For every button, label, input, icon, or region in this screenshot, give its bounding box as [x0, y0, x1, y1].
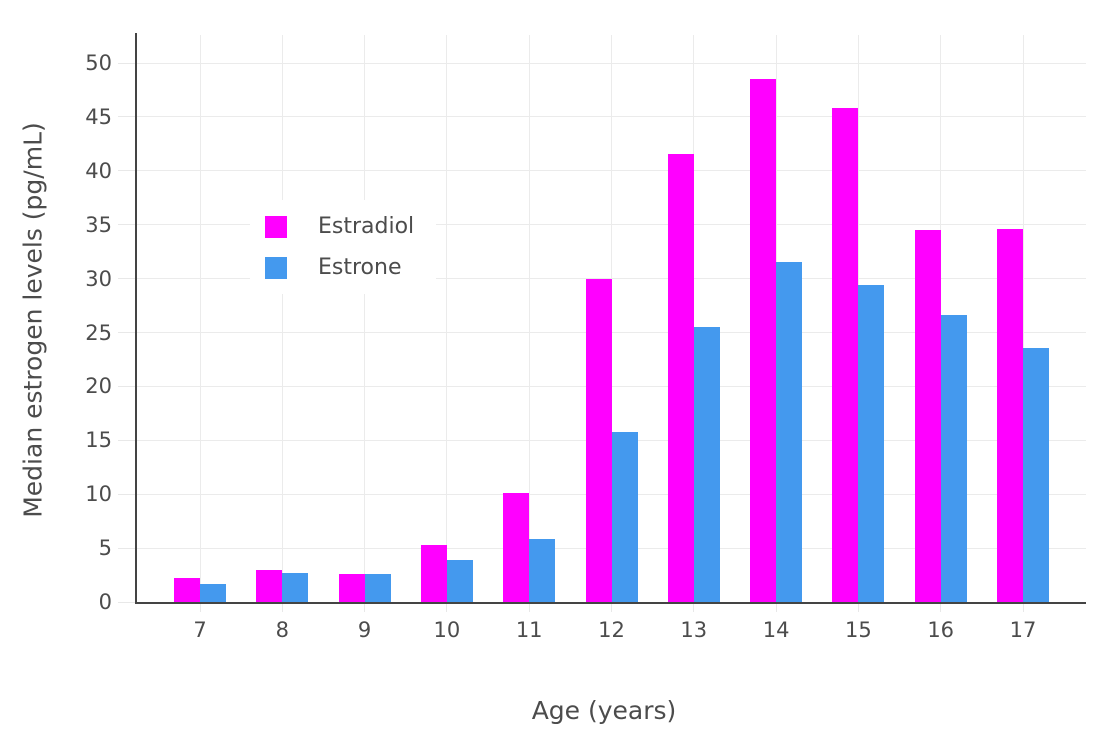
- y-tick-mark: [118, 547, 137, 549]
- x-tick-mark: [611, 604, 612, 612]
- x-tick-label: 7: [193, 618, 207, 642]
- y-tick-mark: [118, 385, 137, 387]
- bar-estrone-age-9[interactable]: [364, 573, 391, 602]
- y-tick-mark: [118, 439, 137, 441]
- y-tick-mark: [118, 170, 137, 172]
- bar-estrone-age-13[interactable]: [693, 327, 720, 602]
- x-tick-label: 10: [433, 618, 461, 642]
- x-tick-mark: [528, 604, 530, 612]
- y-tick-mark: [118, 278, 137, 280]
- bar-estrone-age-14[interactable]: [776, 262, 803, 602]
- x-tick-label: 15: [845, 618, 872, 642]
- y-tick-label: 35: [85, 212, 112, 237]
- bar-estradiol-age-13[interactable]: [667, 153, 694, 602]
- x-axis-title: Age (years): [531, 696, 677, 725]
- y-tick-label: 5: [98, 536, 112, 561]
- x-gridline: [528, 35, 530, 602]
- x-tick-mark: [446, 604, 448, 612]
- x-tick-mark: [857, 604, 859, 612]
- x-tick-label: 12: [598, 618, 625, 642]
- bar-estrone-age-7[interactable]: [200, 583, 226, 602]
- x-tick-mark: [199, 604, 201, 612]
- x-gridline: [199, 35, 201, 602]
- bar-estrone-age-12[interactable]: [611, 431, 638, 602]
- y-tick-label: 0: [98, 590, 112, 614]
- legend-label: Estrone: [318, 255, 402, 280]
- plot-area: 0 5 10 15 20 25 30 35 40 45 50 7 8 9 10 11 12 13 14 15 16 17: [85, 33, 1086, 642]
- y-tick-label: 10: [85, 482, 112, 507]
- y-tick-mark: [118, 62, 137, 64]
- bar-estradiol-age-11[interactable]: [503, 493, 530, 602]
- y-tick-mark: [118, 601, 137, 603]
- bar-estrone-age-15[interactable]: [858, 285, 885, 602]
- bar-estrone-age-11[interactable]: [529, 539, 556, 602]
- bar-estrone-age-10[interactable]: [446, 559, 473, 602]
- y-tick-mark: [118, 332, 137, 333]
- legend-swatch-icon: [265, 256, 287, 279]
- legend: Estradiol Estrone: [250, 200, 436, 294]
- legend-label: Estradiol: [318, 214, 415, 239]
- y-tick-label: 45: [85, 104, 112, 129]
- x-tick-label: 13: [680, 618, 708, 642]
- bar-estrone-age-8[interactable]: [282, 572, 309, 602]
- y-tick-mark: [118, 493, 137, 495]
- y-tick-mark: [118, 116, 137, 118]
- x-gridline: [364, 35, 366, 602]
- bar-estradiol-age-16[interactable]: [914, 230, 941, 602]
- y-tick-label: 50: [85, 51, 112, 76]
- bar-estradiol-age-9[interactable]: [338, 573, 365, 602]
- x-tick-label: 17: [1009, 618, 1037, 642]
- x-axis-line: [135, 602, 1086, 604]
- x-gridline: [281, 35, 283, 602]
- bar-estradiol-age-7[interactable]: [174, 578, 200, 602]
- legend-item-estradiol[interactable]: Estradiol: [250, 206, 436, 247]
- x-gridline: [446, 35, 448, 602]
- legend-swatch-icon: [265, 215, 287, 238]
- x-tick-label: 8: [275, 618, 289, 642]
- x-tick-mark: [940, 604, 942, 612]
- y-tick-label: 25: [85, 320, 112, 345]
- x-tick-label: 16: [927, 618, 955, 642]
- bar-estradiol-age-14[interactable]: [750, 79, 777, 602]
- x-tick-mark: [775, 604, 777, 612]
- y-axis-line: [135, 33, 137, 602]
- y-tick-label: 15: [85, 428, 112, 453]
- y-tick-label: 40: [85, 158, 112, 183]
- x-tick-label: 11: [515, 618, 543, 642]
- bar-estrone-age-16[interactable]: [940, 315, 967, 602]
- x-gridline: [693, 35, 695, 602]
- bar-estradiol-age-15[interactable]: [832, 108, 859, 602]
- legend-item-estrone[interactable]: Estrone: [250, 247, 436, 288]
- y-tick-label: 20: [85, 374, 112, 399]
- x-tick-label: 14: [762, 618, 790, 642]
- bar-estradiol-age-17[interactable]: [997, 229, 1023, 602]
- x-tick-mark: [281, 604, 283, 612]
- bar-estrone-age-17[interactable]: [1023, 347, 1049, 602]
- x-tick-mark: [364, 604, 366, 612]
- bar-estradiol-age-10[interactable]: [420, 544, 447, 602]
- x-tick-mark: [693, 604, 695, 612]
- x-tick-mark: [1022, 604, 1024, 612]
- y-tick-mark: [118, 224, 137, 226]
- x-tick-label: 9: [357, 618, 372, 642]
- x-gridline: [611, 35, 612, 602]
- bar-estradiol-age-12[interactable]: [585, 278, 612, 602]
- x-gridline: [1022, 35, 1024, 602]
- bar-estradiol-age-8[interactable]: [256, 569, 283, 602]
- y-tick-label: 30: [85, 266, 112, 291]
